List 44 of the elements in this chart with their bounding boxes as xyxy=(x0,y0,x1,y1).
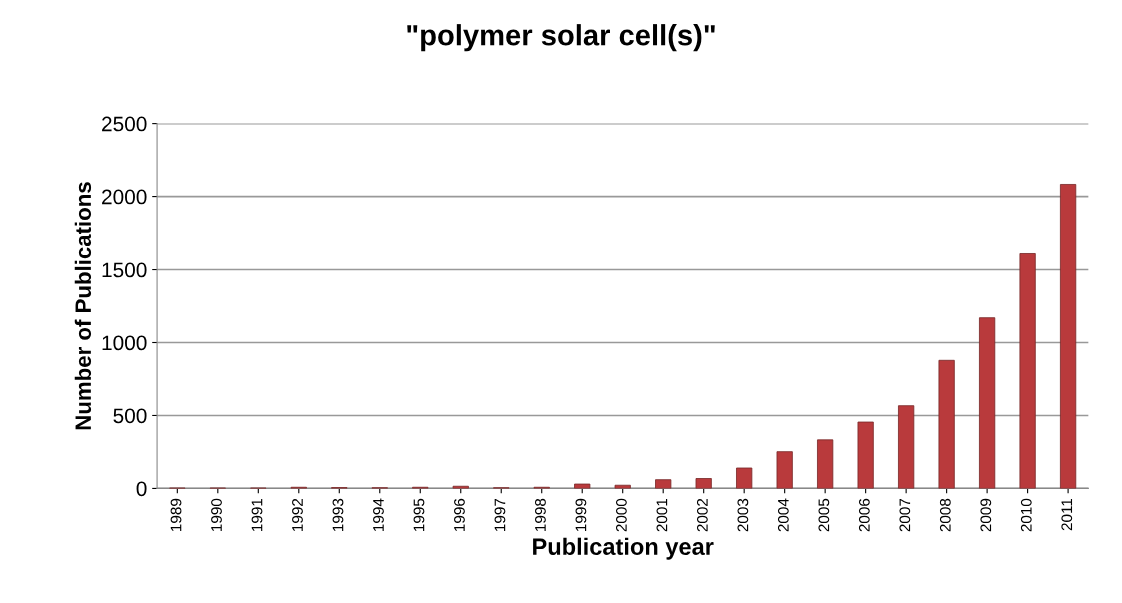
x-tick-label: 1989 xyxy=(170,498,182,531)
x-tick-label: 1993 xyxy=(332,498,344,531)
bar xyxy=(655,479,672,489)
y-tick-label: 2500 xyxy=(102,116,147,132)
x-tick-label: 2005 xyxy=(818,498,830,532)
x-tick-label: 2010 xyxy=(1020,498,1032,532)
x-tick-label: 1998 xyxy=(535,498,546,531)
bar xyxy=(736,467,753,489)
x-tick-label: 1992 xyxy=(292,498,303,531)
x-tick-label: 2006 xyxy=(858,498,870,532)
bar xyxy=(938,359,955,489)
y-axis-title: Number of Publications xyxy=(74,182,92,430)
x-tick-label: 2008 xyxy=(939,498,951,532)
y-tick-label: 2000 xyxy=(102,189,147,205)
y-tick-label: 1000 xyxy=(102,335,147,351)
bar xyxy=(1019,253,1036,489)
x-tick-label: 1990 xyxy=(211,498,222,531)
bar xyxy=(1059,184,1077,489)
y-tick-label: 1500 xyxy=(102,262,147,278)
bar xyxy=(817,439,834,489)
y-tick-label: 500 xyxy=(113,408,147,424)
x-tick-label: 2004 xyxy=(777,498,789,532)
x-tick-label: 1996 xyxy=(454,498,465,531)
x-tick-label: 2000 xyxy=(615,498,627,532)
bar xyxy=(979,317,996,489)
x-axis-title: Publication year xyxy=(533,537,714,560)
x-tick-label: 2009 xyxy=(980,498,992,532)
bar xyxy=(776,451,793,489)
y-tick-label: 0 xyxy=(136,481,147,497)
x-tick-label: 1995 xyxy=(413,498,425,531)
x-tick-label: 1997 xyxy=(494,498,506,531)
chart-title: "polymer solar cell(s)" xyxy=(407,24,715,52)
x-tick-label: 1999 xyxy=(575,498,587,531)
bar xyxy=(898,405,915,489)
x-tick-label: 2002 xyxy=(696,498,708,532)
x-tick-label: 2003 xyxy=(737,498,749,532)
x-tick-label: 2001 xyxy=(656,498,668,532)
x-tick-label: 1991 xyxy=(251,498,263,531)
bar xyxy=(857,421,874,489)
x-tick-label: 2007 xyxy=(899,498,911,532)
x-tick-label: 1994 xyxy=(373,498,384,531)
bar xyxy=(695,478,712,489)
x-tick-label: 2011 xyxy=(1061,498,1073,531)
bar xyxy=(574,483,591,489)
